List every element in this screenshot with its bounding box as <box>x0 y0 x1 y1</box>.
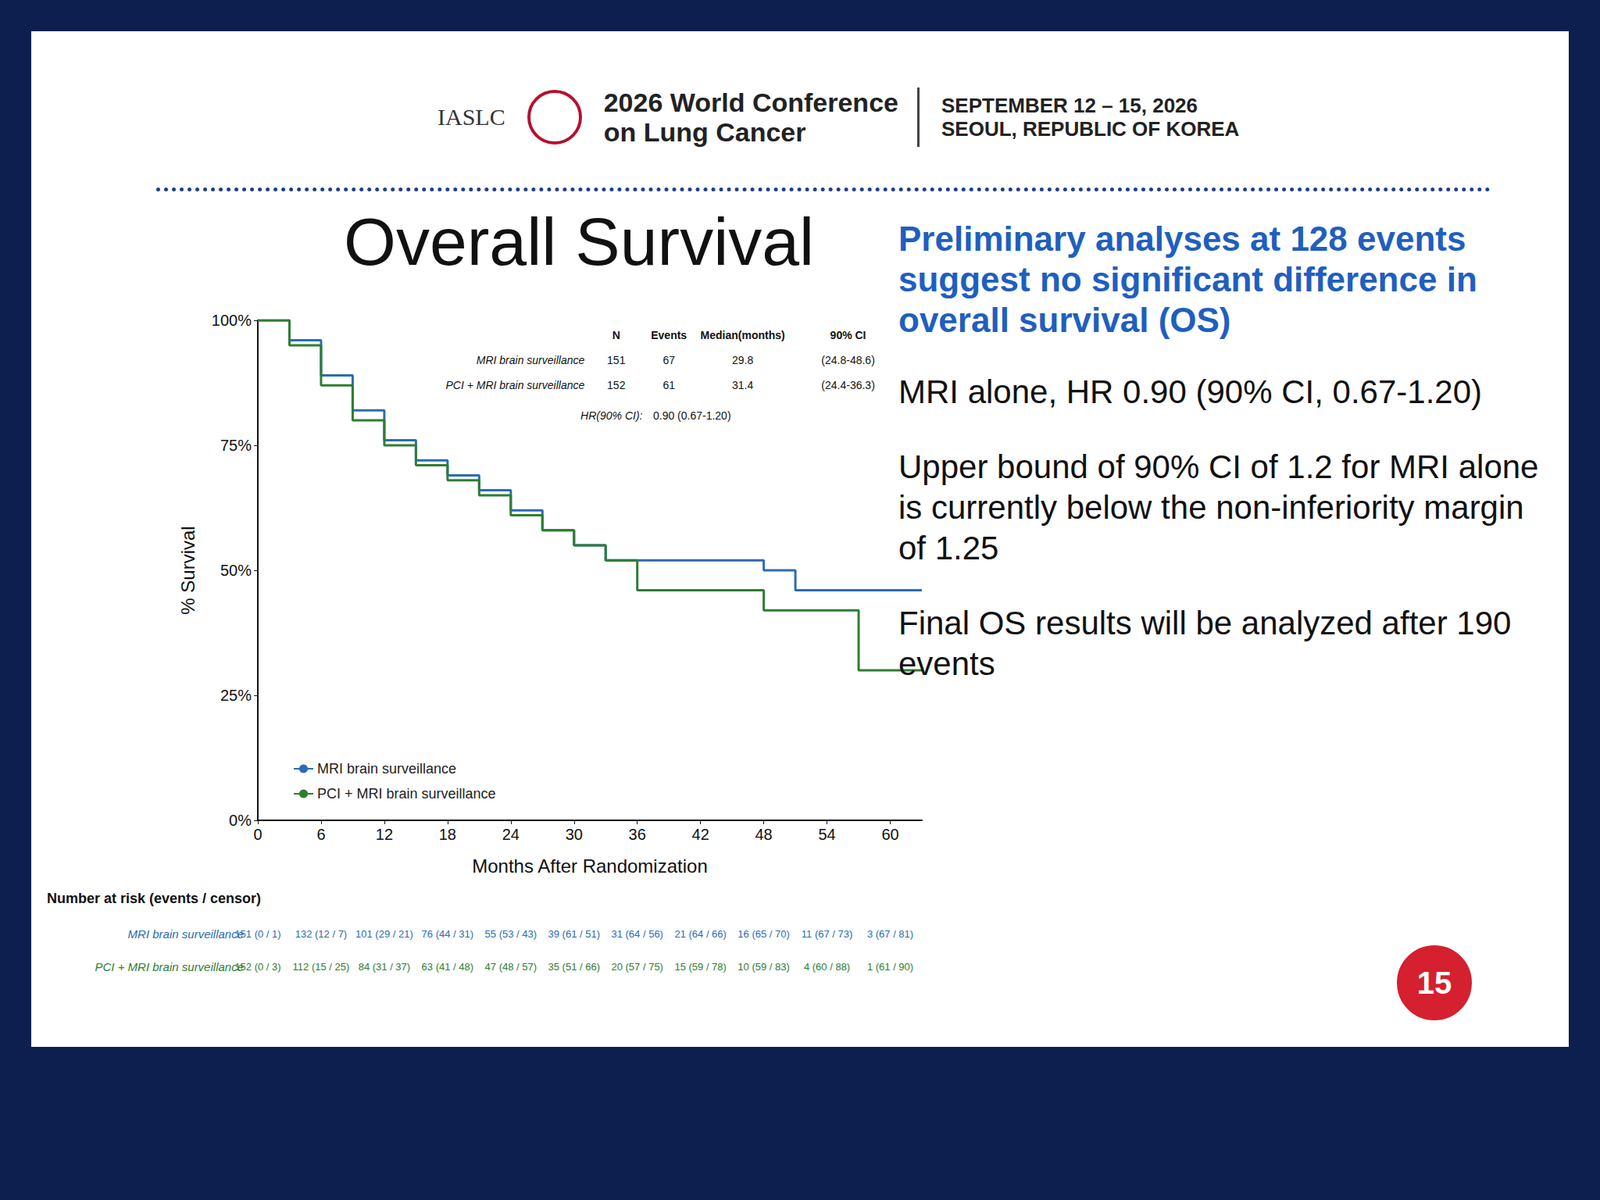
svg-text:Events: Events <box>650 328 687 342</box>
svg-text:47 (48 / 57): 47 (48 / 57) <box>485 960 538 973</box>
html-text:15: 15 <box>1417 965 1452 1000</box>
svg-text:0.90 (0.67-1.20): 0.90 (0.67-1.20) <box>653 409 732 422</box>
svg-text:63 (41 / 48): 63 (41 / 48) <box>421 960 475 973</box>
svg-text:48: 48 <box>754 825 772 843</box>
html-text:Final OS results will be analy: Final OS results will be analyzed after … <box>898 604 1512 683</box>
svg-text:Months After Randomization: Months After Randomization <box>471 855 708 877</box>
html-text:Overall Survival: Overall Survival <box>343 203 815 279</box>
svg-text:90% CI: 90% CI <box>830 328 867 342</box>
svg-text:21 (64 / 66): 21 (64 / 66) <box>674 928 727 940</box>
svg-text:20 (57 / 75): 20 (57 / 75) <box>610 960 664 973</box>
svg-text:MRI brain surveillance: MRI brain surveillance <box>317 760 457 777</box>
html-text:IASLC: IASLC <box>437 103 506 130</box>
svg-text:112 (15 / 25): 112 (15 / 25) <box>292 960 350 973</box>
svg-text:18: 18 <box>439 825 457 843</box>
svg-text:31 (64 / 56): 31 (64 / 56) <box>610 928 664 940</box>
svg-text:(24.4-36.3): (24.4-36.3) <box>821 378 875 392</box>
svg-text:N: N <box>612 328 621 342</box>
svg-text:(24.8-48.6): (24.8-48.6) <box>821 353 875 367</box>
svg-text:PCI + MRI brain surveillance: PCI + MRI brain surveillance <box>445 378 585 392</box>
svg-text:36: 36 <box>628 825 647 843</box>
svg-text:151 (0 / 1): 151 (0 / 1) <box>234 928 281 940</box>
svg-text:151: 151 <box>607 353 626 367</box>
svg-text:Number at risk (events / censo: Number at risk (events / censor) <box>46 890 261 907</box>
html-text:MRI alone, HR 0.90 (90% CI, 0.: MRI alone, HR 0.90 (90% CI, 0.67-1.20) <box>898 373 1483 411</box>
svg-text:152 (0 / 3): 152 (0 / 3) <box>234 960 281 973</box>
svg-text:55 (53 / 43): 55 (53 / 43) <box>485 928 538 940</box>
svg-text:84 (31 / 37): 84 (31 / 37) <box>358 960 411 973</box>
svg-text:67: 67 <box>662 353 675 367</box>
html-text:Preliminary analyses at 128 ev: Preliminary analyses at 128 events sugge… <box>898 219 1478 340</box>
svg-text:25%: 25% <box>220 686 252 704</box>
svg-text:29.8: 29.8 <box>732 353 754 367</box>
svg-text:24: 24 <box>502 825 520 843</box>
html-text:SEPTEMBER 12 – 15, 2026: SEPTEMBER 12 – 15, 2026 <box>941 93 1198 118</box>
svg-text:152: 152 <box>607 378 626 392</box>
svg-text:PCI + MRI brain surveillance: PCI + MRI brain surveillance <box>317 785 497 802</box>
html-text:on Lung Cancer: on Lung Cancer <box>603 117 806 147</box>
svg-text:15 (59 / 78): 15 (59 / 78) <box>674 960 727 973</box>
svg-text:50%: 50% <box>220 561 252 579</box>
svg-text:60: 60 <box>881 825 899 843</box>
svg-text:% Survival: % Survival <box>177 525 199 615</box>
svg-text:MRI brain surveillance: MRI brain surveillance <box>476 353 586 367</box>
svg-text:PCI + MRI brain surveillance: PCI + MRI brain surveillance <box>95 960 245 974</box>
svg-text:6: 6 <box>316 825 325 843</box>
svg-text:16 (65 / 70): 16 (65 / 70) <box>737 928 790 940</box>
svg-text:11 (67 / 73): 11 (67 / 73) <box>801 928 854 940</box>
svg-text:132 (12 / 7): 132 (12 / 7) <box>295 928 348 940</box>
svg-text:61: 61 <box>662 378 675 392</box>
svg-text:12: 12 <box>375 825 393 843</box>
html-text:Upper bound of 90% CI of 1.2 f: Upper bound of 90% CI of 1.2 for MRI alo… <box>898 448 1539 567</box>
svg-text:54: 54 <box>817 825 836 843</box>
svg-text:35 (51 / 66): 35 (51 / 66) <box>548 960 601 973</box>
svg-text:3 (67 / 81): 3 (67 / 81) <box>867 928 914 940</box>
svg-text:100%: 100% <box>211 311 252 329</box>
svg-text:101 (29 / 21): 101 (29 / 21) <box>355 928 414 940</box>
svg-text:HR(90% CI):: HR(90% CI): <box>580 409 643 422</box>
svg-text:42: 42 <box>692 825 710 843</box>
svg-text:Median(months): Median(months) <box>700 328 786 342</box>
svg-text:30: 30 <box>565 825 583 843</box>
svg-text:31.4: 31.4 <box>732 378 754 392</box>
svg-text:39 (61 / 51): 39 (61 / 51) <box>548 928 601 940</box>
svg-text:10 (59 / 83): 10 (59 / 83) <box>737 960 790 973</box>
svg-text:1 (61 / 90): 1 (61 / 90) <box>867 960 914 973</box>
svg-text:75%: 75% <box>220 436 252 454</box>
html-text:SEOUL, REPUBLIC OF KOREA: SEOUL, REPUBLIC OF KOREA <box>941 117 1240 141</box>
svg-text:0: 0 <box>253 825 262 843</box>
svg-text:4 (60 / 88): 4 (60 / 88) <box>803 960 850 973</box>
svg-text:76 (44 / 31): 76 (44 / 31) <box>421 928 475 940</box>
html-text:2026 World Conference: 2026 World Conference <box>603 87 899 118</box>
svg-text:MRI brain surveillance: MRI brain surveillance <box>128 927 244 941</box>
svg-text:0%: 0% <box>228 811 252 829</box>
